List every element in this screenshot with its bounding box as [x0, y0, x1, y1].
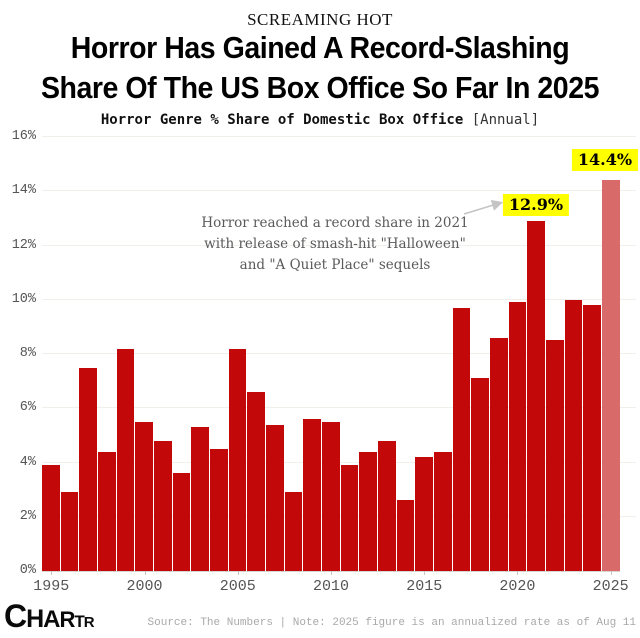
annotation-arrow-icon: [463, 199, 504, 215]
bar-2020: [508, 302, 527, 571]
x-tick-mark-2015: [424, 571, 426, 575]
chart-subtitle: Horror Genre % Share of Domestic Box Off…: [0, 112, 640, 128]
bar-2008: [284, 492, 303, 571]
bar-2015: [415, 457, 434, 571]
y-tick-label-6: 6%: [19, 400, 36, 416]
chart-subtitle-note: [Annual]: [471, 112, 540, 128]
bar-2010: [322, 421, 340, 571]
bar-2004: [210, 448, 228, 571]
annotation-text: Horror reached a record share in 2021 wi…: [185, 213, 485, 276]
logo-letter-3: A: [43, 606, 60, 633]
x-tick-mark-1995: [51, 571, 53, 575]
bar-2021: [527, 221, 546, 571]
page-title-line-1: Horror Has Gained A Record-Slashing: [70, 30, 570, 65]
x-tick-mark-2005: [237, 571, 239, 575]
x-tick-label-2010: 2010: [312, 578, 350, 595]
chartr-logo: CHARTR: [4, 598, 95, 638]
gridline-12pct: [42, 244, 636, 246]
page-title-line-2: Share Of The US Box Office So Far In 202…: [40, 70, 600, 105]
data-label-2021: 12.9%: [502, 194, 570, 216]
y-tick-label-10: 10%: [11, 291, 36, 307]
logo-letter-4: R: [59, 607, 76, 632]
bar-2009: [303, 419, 322, 571]
x-tick-label-2020: 2020: [499, 578, 536, 595]
source-note: Source: The Numbers | Note: 2025 figure …: [147, 617, 636, 629]
bar-2003: [191, 427, 210, 571]
logo-letter-6: R: [83, 614, 95, 631]
bar-2001: [154, 440, 172, 571]
bar-1996: [60, 492, 79, 571]
x-tick-label-1995: 1995: [33, 578, 70, 595]
bar-2000: [135, 421, 154, 571]
bar-2002: [172, 473, 191, 571]
bar-2023: [564, 299, 583, 571]
gridline-10pct: [42, 298, 636, 300]
bar-1998: [98, 451, 116, 571]
logo-letter-2: H: [26, 605, 44, 633]
bar-2006: [247, 391, 266, 571]
annotation-line-1: Horror reached a record share in 2021: [201, 215, 469, 231]
x-tick-label-2015: 2015: [406, 578, 443, 595]
bar-1995: [42, 465, 60, 571]
y-tick-label-12: 12%: [11, 237, 36, 253]
bar-1997: [79, 367, 98, 571]
bar-2017: [452, 307, 471, 571]
gridline-6pct: [42, 407, 636, 409]
y-tick-label-8: 8%: [19, 346, 36, 361]
bar-series: [42, 137, 620, 571]
y-tick-label-14: 14%: [11, 183, 36, 199]
annotation-line-3: and "A Quiet Place" sequels: [239, 256, 431, 273]
annotation-line-2: with release of smash-hit "Halloween": [204, 235, 466, 252]
bar-1999: [116, 348, 135, 571]
bar-2014: [396, 500, 415, 571]
bar-2012: [359, 451, 378, 571]
x-tick-mark-2000: [144, 571, 146, 575]
bar-2016: [434, 451, 452, 571]
x-tick-label-2000: 2000: [126, 578, 163, 595]
kicker: SCREAMING HOT: [247, 10, 393, 29]
gridline-8pct: [42, 353, 636, 354]
y-tick-label-4: 4%: [19, 454, 36, 470]
bar-2005: [228, 348, 247, 571]
bar-2007: [266, 424, 284, 571]
bar-2013: [378, 440, 396, 571]
y-tick-label-2: 2%: [19, 508, 36, 524]
logo-letter-5: T: [74, 612, 84, 631]
y-tick-label-16: 16%: [11, 129, 36, 144]
x-tick-mark-2025: [610, 571, 612, 575]
bar-2025: [602, 180, 620, 571]
gridline-14pct: [42, 190, 636, 192]
bar-2024: [583, 305, 602, 571]
chart-subtitle-main: Horror Genre % Share of Domestic Box Off…: [100, 112, 464, 128]
bar-2019: [490, 337, 508, 571]
y-axis: 0% 2% 4% 6% 8% 10% 12% 14% 16%: [0, 129, 36, 578]
x-tick-label-2005: 2005: [219, 578, 256, 595]
plot-area: 1995 2000 2005 2010 2015 2020 2025: [33, 136, 636, 595]
logo-letter-1: C: [4, 598, 27, 634]
x-tick-mark-2010: [331, 571, 332, 575]
bar-2018: [471, 378, 490, 571]
y-tick-label-0: 0%: [19, 563, 36, 578]
x-tick-label-2025: 2025: [592, 578, 629, 595]
bar-2011: [340, 465, 359, 571]
data-label-2025: 14.4%: [571, 149, 639, 171]
bar-2022: [546, 340, 564, 571]
x-tick-mark-2020: [517, 571, 519, 575]
gridline-16pct: [42, 136, 636, 137]
